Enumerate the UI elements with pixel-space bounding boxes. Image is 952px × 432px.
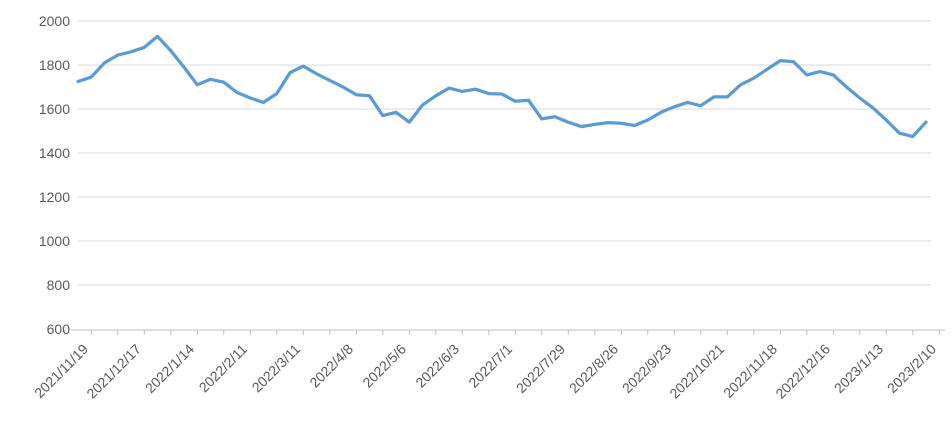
x-axis-tick-label: 2021/11/19 <box>31 341 91 401</box>
x-axis-tick-label: 2022/1/14 <box>142 341 198 397</box>
x-axis-tick-label: 2022/3/11 <box>248 341 303 396</box>
y-axis-tick-label: 1800 <box>39 57 70 73</box>
x-axis-tick-label: 2022/8/26 <box>566 341 622 397</box>
y-axis-tick-label: 1200 <box>39 189 70 205</box>
y-axis-tick-label: 1600 <box>39 101 70 117</box>
x-axis-tick-label: 2022/11/18 <box>720 341 780 401</box>
x-axis-tick-label: 2022/6/3 <box>412 341 462 391</box>
y-axis-tick-label: 1400 <box>39 145 70 161</box>
data-series <box>76 34 928 139</box>
x-axis-tick-label: 2021/12/17 <box>83 341 144 402</box>
x-axis-tick-label: 2022/5/6 <box>359 341 409 391</box>
y-axis-tick-label: 800 <box>47 277 71 293</box>
gridlines <box>78 20 931 286</box>
y-axis-tick-label: 1000 <box>39 233 70 249</box>
y-axis-labels: 600 800 1000 1200 1400 1600 1800 2000 <box>39 13 70 337</box>
x-axis-tick-label: 2023/2/10 <box>884 341 940 397</box>
x-axis-tick-label: 2022/7/1 <box>465 341 515 391</box>
x-axis-tick-label: 2023/1/13 <box>831 341 887 397</box>
x-axis-tick-label: 2022/2/11 <box>195 341 250 396</box>
x-axis-tick-label: 2022/4/8 <box>306 341 356 391</box>
data-series-line <box>76 34 928 139</box>
x-axis-tick-label: 2022/9/23 <box>619 341 675 397</box>
y-axis-tick-label: 600 <box>47 321 71 337</box>
x-axis-tick-label: 2022/12/16 <box>772 341 833 402</box>
x-axis-labels: 2021/11/192021/12/172022/1/142022/2/1120… <box>31 341 939 402</box>
x-axis-tick-label: 2022/10/21 <box>666 341 727 402</box>
y-axis-tick-label: 2000 <box>39 13 70 29</box>
x-axis <box>64 329 945 335</box>
x-axis-tick-label: 2022/7/29 <box>513 341 569 397</box>
